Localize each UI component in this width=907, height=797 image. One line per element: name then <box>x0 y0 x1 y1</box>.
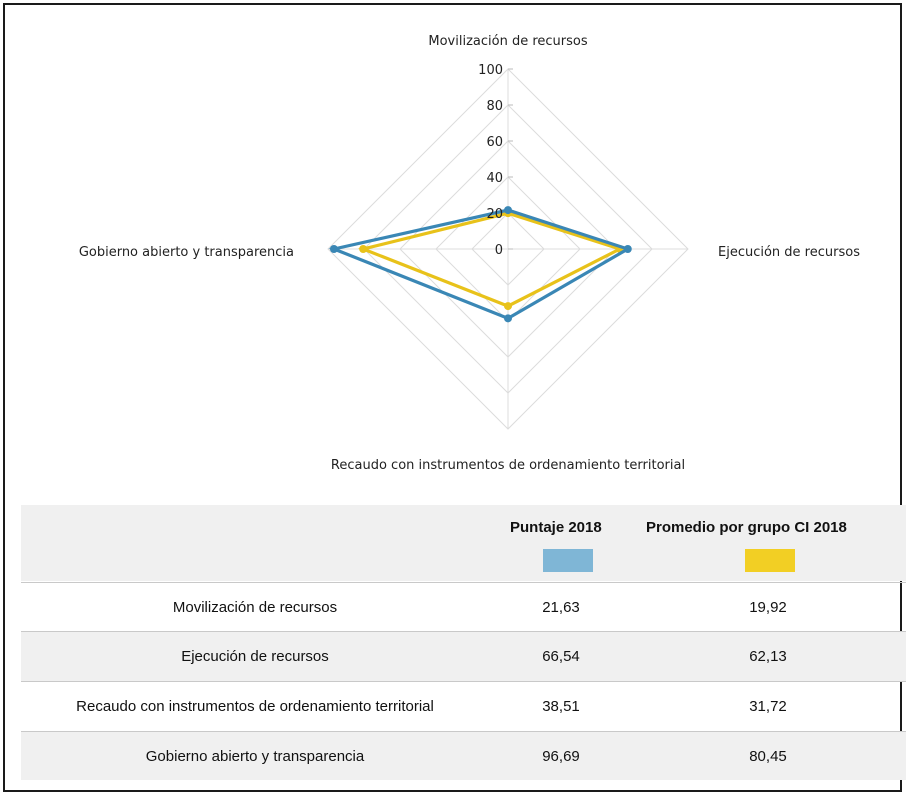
table-header-series-1: Puntaje 2018 <box>510 519 602 536</box>
radar-grid <box>327 68 689 430</box>
legend-swatch-series-1 <box>543 549 593 572</box>
tick-label: 40 <box>486 171 503 186</box>
tick-label: 20 <box>486 207 503 222</box>
row-label: Movilización de recursos <box>172 598 338 616</box>
tick-label: 60 <box>486 135 503 150</box>
row-value-series-2: 19,92 <box>749 598 787 616</box>
tick-label: 80 <box>486 99 503 114</box>
data-point <box>504 206 512 215</box>
series-line <box>328 208 632 321</box>
axis-label: Gobierno abierto y transparencia <box>79 245 294 260</box>
row-label: Ejecución de recursos <box>181 648 329 665</box>
row-value-series-1: 38,51 <box>542 698 580 715</box>
series-line <box>357 211 625 308</box>
data-point <box>623 245 632 253</box>
table-row: Recaudo con instrumentos de ordenamiento… <box>21 681 906 731</box>
radar-series <box>328 206 632 323</box>
table-row: Ejecución de recursos 66,54 62,13 <box>21 631 906 681</box>
row-value-series-1: 66,54 <box>542 648 580 665</box>
table-header-series-2: Promedio por grupo CI 2018 <box>646 519 847 536</box>
row-label: Recaudo con instrumentos de ordenamiento… <box>76 698 434 715</box>
tick-label: 0 <box>495 243 503 258</box>
tick-label: 100 <box>478 63 503 78</box>
data-point <box>504 314 512 323</box>
row-label: Gobierno abierto y transparencia <box>145 747 365 765</box>
row-value-series-2: 31,72 <box>749 698 787 715</box>
row-value-series-1: 21,63 <box>542 598 580 616</box>
row-value-series-2: 62,13 <box>749 648 787 665</box>
axis-label: Ejecución de recursos <box>718 245 860 260</box>
axis-label: Movilización de recursos <box>428 34 587 49</box>
row-value-series-2: 80,45 <box>749 747 787 765</box>
data-point <box>329 245 338 253</box>
legend-swatch-series-2 <box>745 549 795 572</box>
radar-chart: 100 80 60 40 20 0 Movilización de recursos Eje… <box>79 34 860 473</box>
table-row: Gobierno abierto y transparencia 96,69 8… <box>21 731 906 780</box>
radar-tick-labels: 100 80 60 40 20 0 <box>478 63 503 258</box>
axis-label: Recaudo con instrumentos de ordenamiento… <box>331 458 685 473</box>
table-row: Movilización de recursos 21,63 19,92 <box>21 582 906 631</box>
data-point <box>504 302 512 311</box>
table-header-row: Puntaje 2018 Promedio por grupo CI 2018 <box>21 505 906 581</box>
radar-axis-labels: Movilización de recursos Ejecución de rec… <box>79 34 860 473</box>
data-point <box>359 245 368 253</box>
row-value-series-1: 96,69 <box>542 747 580 765</box>
